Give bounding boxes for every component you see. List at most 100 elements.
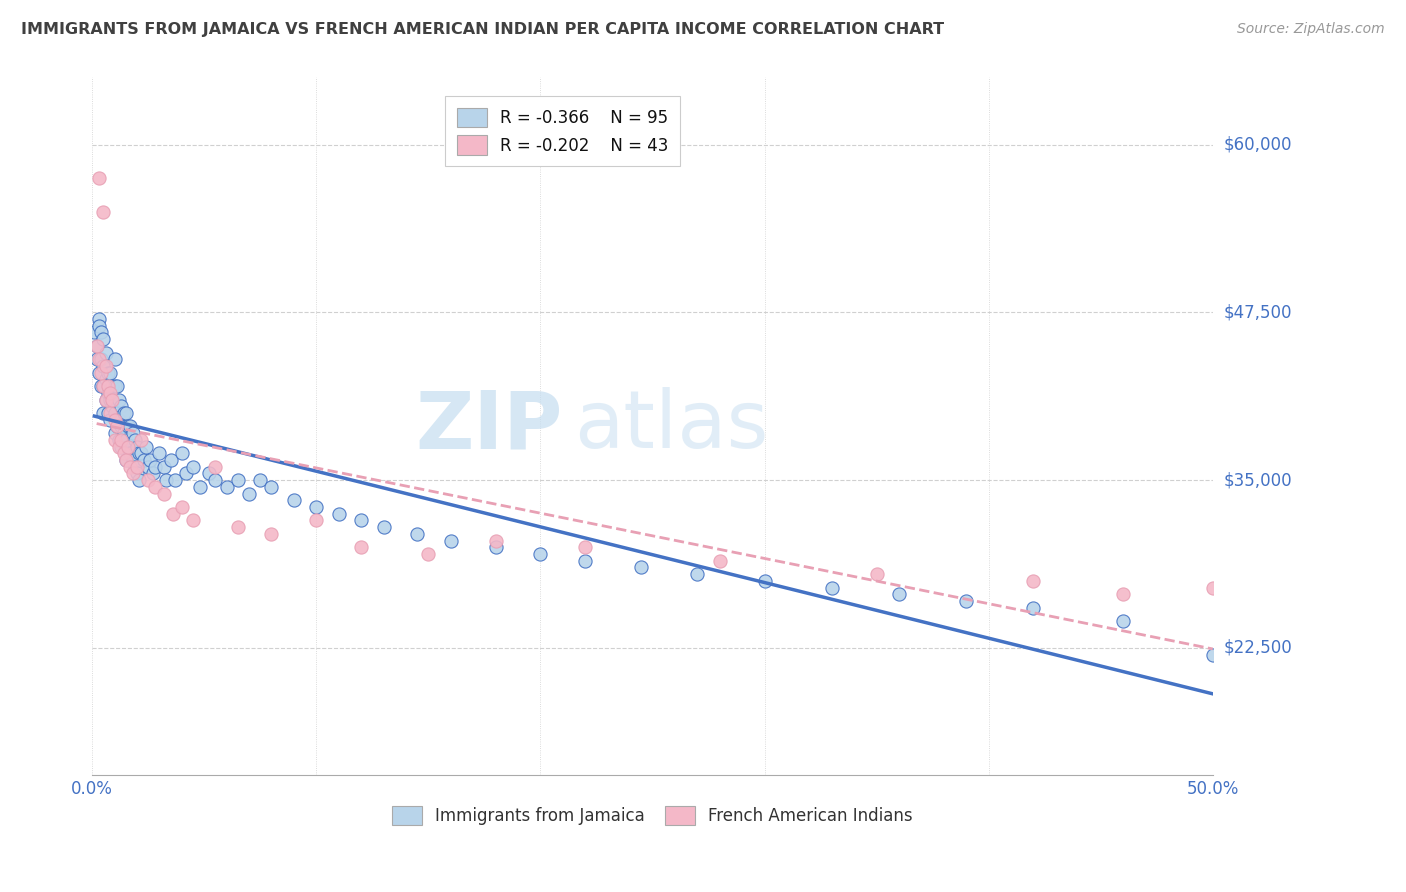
Point <box>87 318 110 333</box>
Point <box>165 473 187 487</box>
Point <box>110 433 132 447</box>
Point <box>181 513 204 527</box>
Point <box>204 459 226 474</box>
Point <box>103 413 125 427</box>
Point <box>121 467 143 481</box>
Point <box>305 500 328 514</box>
Point <box>93 204 115 219</box>
Point <box>142 467 165 481</box>
Point <box>686 567 709 582</box>
Point <box>98 366 121 380</box>
Point <box>226 473 249 487</box>
Point <box>125 459 148 474</box>
Point <box>105 419 128 434</box>
Text: ZIP: ZIP <box>416 387 562 466</box>
Point <box>105 379 128 393</box>
Point <box>865 567 887 582</box>
Point <box>90 366 112 380</box>
Point <box>103 406 125 420</box>
Point <box>148 446 170 460</box>
Point <box>574 541 596 555</box>
Point <box>105 419 128 434</box>
Point <box>484 533 506 548</box>
Point <box>112 406 135 420</box>
Point <box>176 467 198 481</box>
Point <box>153 486 176 500</box>
Point <box>121 426 143 441</box>
Point <box>94 392 117 407</box>
Point <box>94 392 117 407</box>
Point <box>136 459 159 474</box>
Point <box>101 379 124 393</box>
Point <box>93 379 115 393</box>
Point <box>328 507 350 521</box>
Point <box>249 473 271 487</box>
Point <box>98 406 121 420</box>
Point <box>90 379 112 393</box>
Point <box>350 513 373 527</box>
Point <box>1022 600 1045 615</box>
Point <box>373 520 395 534</box>
Point <box>90 326 112 340</box>
Point <box>120 446 142 460</box>
Point <box>260 480 283 494</box>
Point <box>94 345 117 359</box>
Point <box>709 554 731 568</box>
Point <box>108 392 131 407</box>
Point <box>406 526 429 541</box>
Point <box>93 359 115 373</box>
Point <box>1202 581 1225 595</box>
Text: $47,500: $47,500 <box>1223 303 1292 321</box>
Point <box>97 366 120 380</box>
Point <box>108 433 131 447</box>
Point <box>108 413 131 427</box>
Legend: Immigrants from Jamaica, French American Indians: Immigrants from Jamaica, French American… <box>384 797 921 833</box>
Point <box>125 440 148 454</box>
Text: atlas: atlas <box>574 387 769 466</box>
Point <box>86 352 108 367</box>
Point <box>98 385 121 400</box>
Point <box>124 433 146 447</box>
Point <box>114 453 136 467</box>
Point <box>97 385 120 400</box>
Point <box>162 507 184 521</box>
Point <box>143 480 166 494</box>
Point <box>305 513 328 527</box>
Point <box>155 473 177 487</box>
Point <box>132 453 155 467</box>
Point <box>887 587 910 601</box>
Point <box>1202 648 1225 662</box>
Point <box>955 594 977 608</box>
Point <box>97 379 120 393</box>
Point <box>98 413 121 427</box>
Point <box>181 459 204 474</box>
Point <box>754 574 776 588</box>
Point <box>440 533 463 548</box>
Point <box>103 352 125 367</box>
Point <box>103 433 125 447</box>
Point <box>86 339 108 353</box>
Point <box>128 473 150 487</box>
Text: $35,000: $35,000 <box>1223 471 1292 489</box>
Point <box>87 366 110 380</box>
Point <box>125 467 148 481</box>
Point <box>143 459 166 474</box>
Point <box>94 359 117 373</box>
Point <box>139 453 162 467</box>
Point <box>131 446 153 460</box>
Point <box>574 554 596 568</box>
Point <box>153 459 176 474</box>
Point <box>97 406 120 420</box>
Point <box>283 493 305 508</box>
Point <box>114 433 136 447</box>
Point <box>238 486 260 500</box>
Point <box>170 500 193 514</box>
Point <box>124 459 146 474</box>
Point <box>87 312 110 326</box>
Point <box>87 171 110 186</box>
Point <box>1112 614 1135 628</box>
Point <box>260 526 283 541</box>
Point <box>93 379 115 393</box>
Point <box>114 453 136 467</box>
Point <box>1022 574 1045 588</box>
